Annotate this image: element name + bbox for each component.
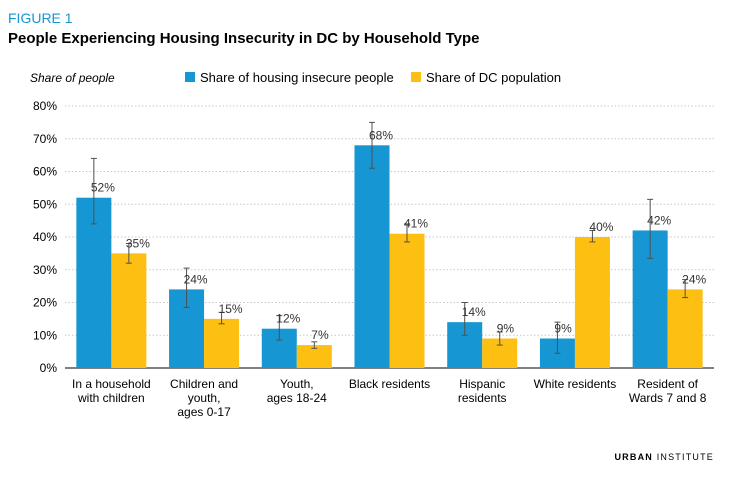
y-tick-label: 10% bbox=[33, 328, 57, 342]
y-tick-label: 30% bbox=[33, 263, 57, 277]
category-label-line: residents bbox=[458, 391, 507, 405]
bar bbox=[574, 237, 610, 368]
data-label: 42% bbox=[647, 213, 671, 227]
brand-rest: INSTITUTE bbox=[656, 452, 714, 462]
category-label-line: Black residents bbox=[349, 377, 430, 391]
data-label: 41% bbox=[404, 217, 428, 231]
category-label: In a household with children bbox=[72, 377, 151, 405]
legend-swatch bbox=[185, 72, 195, 82]
category-label: Children and youth, ages 0-17 bbox=[170, 377, 238, 419]
data-label: 40% bbox=[589, 220, 613, 234]
category-label: White residents bbox=[534, 377, 617, 391]
category-label-line: ages 18-24 bbox=[267, 391, 327, 405]
category-label: Hispanic residents bbox=[458, 377, 507, 405]
data-label: 52% bbox=[91, 181, 115, 195]
data-label: 68% bbox=[369, 128, 393, 142]
category-label-line: Children and bbox=[170, 377, 238, 391]
bar bbox=[76, 197, 112, 368]
bar bbox=[354, 145, 390, 368]
data-label: 35% bbox=[126, 236, 150, 250]
category-label-line: White residents bbox=[534, 377, 617, 391]
y-tick-label: 20% bbox=[33, 296, 57, 310]
y-tick-label: 0% bbox=[40, 361, 58, 375]
category-label-line: Hispanic bbox=[459, 377, 505, 391]
data-label: 7% bbox=[311, 328, 329, 342]
legend-label: Share of DC population bbox=[426, 70, 561, 85]
category-label-line: Resident of bbox=[637, 377, 698, 391]
y-tick-label: 50% bbox=[33, 197, 57, 211]
brand-bold: URBAN bbox=[614, 452, 653, 462]
brand-footer: URBAN INSTITUTE bbox=[614, 452, 714, 462]
x-axis-categories: In a household with children Children and y… bbox=[72, 377, 707, 419]
category-label-line: Youth, bbox=[280, 377, 314, 391]
category-label: Black residents bbox=[349, 377, 430, 391]
data-label: 24% bbox=[184, 272, 208, 286]
bars: 52% 24% 12% 68% 14% 9% 42% 35% 15% 7% 41% 9% 40% 24% bbox=[76, 121, 706, 368]
category-label-line: with children bbox=[77, 391, 145, 405]
y-axis-label: Share of people bbox=[30, 71, 115, 85]
y-tick-label: 70% bbox=[33, 132, 57, 146]
category-label-line: In a household bbox=[72, 377, 151, 391]
category-label-line: ages 0-17 bbox=[177, 405, 231, 419]
category-label: Youth, ages 18-24 bbox=[267, 377, 327, 405]
category-label: Resident of Wards 7 and 8 bbox=[629, 377, 707, 405]
data-label: 24% bbox=[682, 272, 706, 286]
data-label: 15% bbox=[219, 302, 243, 316]
bar bbox=[204, 318, 240, 368]
figure-label: FIGURE 1 bbox=[8, 10, 73, 26]
bar bbox=[111, 253, 147, 368]
chart-title: People Experiencing Housing Insecurity i… bbox=[8, 30, 480, 47]
bar bbox=[389, 233, 425, 368]
bar bbox=[667, 289, 703, 368]
data-label: 9% bbox=[554, 322, 572, 336]
bar bbox=[296, 345, 332, 368]
y-tick-label: 40% bbox=[33, 230, 57, 244]
legend-swatch bbox=[411, 72, 421, 82]
y-tick-label: 60% bbox=[33, 165, 57, 179]
legend-label: Share of housing insecure people bbox=[200, 70, 394, 85]
bar-chart: 0% 10% 20% 30% 40% 50% 60% 70% 80% Share of peop… bbox=[30, 70, 714, 419]
y-axis: 0% 10% 20% 30% 40% 50% 60% 70% 80% bbox=[33, 99, 714, 375]
category-label-line: youth, bbox=[188, 391, 221, 405]
y-tick-label: 80% bbox=[33, 99, 57, 113]
data-label: 14% bbox=[462, 305, 486, 319]
data-label: 9% bbox=[497, 322, 515, 336]
category-label-line: Wards 7 and 8 bbox=[629, 391, 707, 405]
data-label: 12% bbox=[276, 312, 300, 326]
legend: Share of housing insecure people Share of… bbox=[185, 70, 561, 85]
